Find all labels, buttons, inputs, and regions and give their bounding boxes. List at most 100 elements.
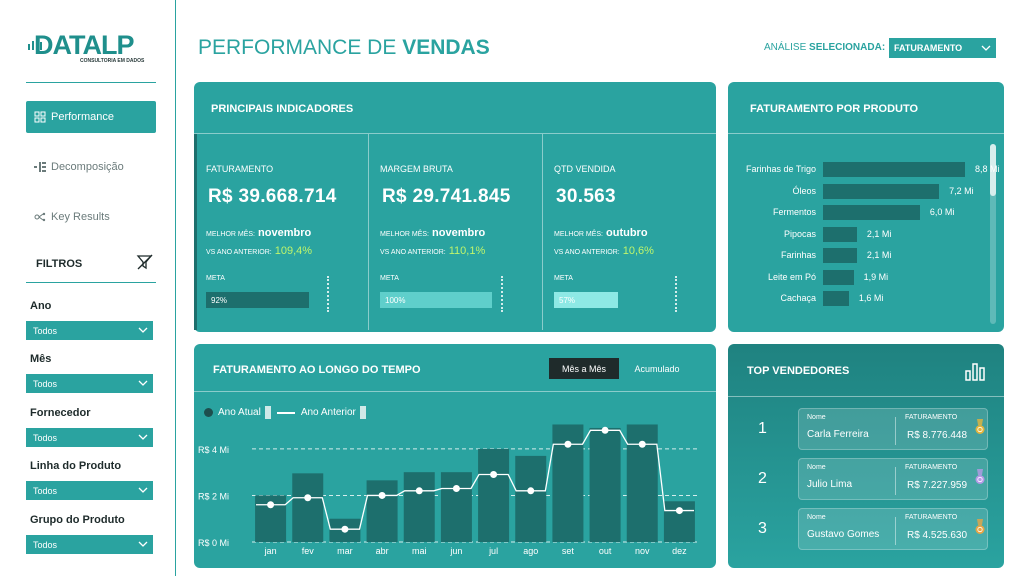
kpi-vs-label: VS ANO ANTERIOR: bbox=[380, 249, 446, 256]
kpi-value: R$ 29.741.845 bbox=[382, 186, 511, 207]
produto-row[interactable]: Óleos 7,2 Mi bbox=[728, 183, 998, 200]
bar-ano-atual[interactable] bbox=[478, 448, 510, 542]
x-tick-label: jul bbox=[488, 546, 498, 556]
produto-row[interactable]: Farinhas 2,1 Mi bbox=[728, 248, 998, 264]
toggle-acumulado[interactable]: Acumulado bbox=[634, 363, 680, 374]
seller-card[interactable]: Nome Carla Ferreira FATURAMENTO R$ 8.776.44… bbox=[798, 408, 988, 450]
bar-ano-atual[interactable] bbox=[440, 472, 472, 542]
key-results-icon bbox=[34, 212, 46, 222]
produto-row[interactable]: Pipocas 2,1 Mi bbox=[728, 226, 998, 243]
vendedores-panel: TOP VENDEDORES 1 Nome Carla Ferreira FATURA… bbox=[728, 344, 1004, 568]
nav-item-performance[interactable]: Performance bbox=[26, 101, 156, 133]
seller-name: Julio Lima bbox=[807, 479, 853, 490]
point-ano-anterior[interactable] bbox=[415, 487, 423, 495]
produto-bar bbox=[823, 226, 857, 242]
x-tick-label: jun bbox=[449, 546, 462, 556]
point-ano-anterior[interactable] bbox=[601, 426, 609, 434]
medal-icon bbox=[975, 519, 985, 534]
filter-select-ano[interactable]: Todos bbox=[26, 321, 153, 340]
point-ano-anterior[interactable] bbox=[490, 471, 498, 479]
filter-label-ano: Ano bbox=[30, 300, 52, 312]
meta-target-line bbox=[675, 276, 677, 312]
legend-line-icon bbox=[276, 411, 295, 414]
kpi-vs-label: VS ANO ANTERIOR: bbox=[554, 249, 620, 256]
point-ano-anterior[interactable] bbox=[267, 501, 275, 509]
filter-label-linha: Linha do Produto bbox=[30, 460, 122, 472]
kpi-best-label: MELHOR MÊS: bbox=[380, 231, 430, 238]
filter-value: Todos bbox=[33, 378, 58, 389]
kpi-value: R$ 39.668.714 bbox=[208, 186, 337, 207]
legend-square-icon bbox=[264, 406, 271, 419]
nav-item-decomposicao[interactable]: Decomposição bbox=[26, 151, 156, 183]
analysis-label-bold: SELECIONADA: bbox=[809, 42, 886, 53]
filter-value: Todos bbox=[33, 325, 58, 336]
x-tick-label: fev bbox=[302, 546, 315, 556]
kpi-vs-value: 10,6% bbox=[622, 245, 654, 257]
seller-card-divider bbox=[895, 517, 896, 545]
x-tick-label: nov bbox=[635, 546, 650, 556]
point-ano-anterior[interactable] bbox=[452, 484, 460, 492]
chevron-down-icon bbox=[138, 380, 148, 386]
clear-filter-icon[interactable] bbox=[136, 253, 154, 271]
produto-panel: FATURAMENTO POR PRODUTO Farinhas de Trig… bbox=[728, 82, 1004, 332]
point-ano-anterior[interactable] bbox=[638, 440, 646, 448]
seller-value: R$ 8.776.448 bbox=[907, 430, 968, 441]
seller-name-label: Nome bbox=[807, 414, 826, 421]
meta-progress-bar: 100% bbox=[380, 292, 492, 308]
bar-ano-atual[interactable] bbox=[366, 480, 398, 542]
produto-bar bbox=[823, 248, 857, 263]
point-ano-anterior[interactable] bbox=[304, 494, 312, 502]
kpi-best-value: novembro bbox=[258, 227, 312, 239]
produto-value: 1,9 Mi bbox=[863, 271, 889, 282]
x-tick-label: set bbox=[562, 546, 575, 556]
seller-name: Carla Ferreira bbox=[807, 429, 869, 440]
kpi-best-month: MELHOR MÊS: novembro bbox=[380, 227, 485, 239]
produto-row[interactable]: Farinhas de Trigo 8,8 Mi bbox=[728, 162, 1000, 178]
nav-label: Key Results bbox=[51, 211, 110, 223]
bar-ano-atual[interactable] bbox=[292, 473, 324, 542]
point-ano-anterior[interactable] bbox=[564, 440, 572, 448]
point-ano-anterior[interactable] bbox=[675, 507, 683, 515]
kpi-vs-value: 110,1% bbox=[448, 245, 486, 257]
nav-item-key-results[interactable]: Key Results bbox=[26, 201, 156, 233]
analysis-label: ANÁLISE SELECIONADA: bbox=[764, 42, 885, 53]
logo: DATALP CONSULTORIA EM DADOS bbox=[28, 30, 152, 70]
filter-select-grupo[interactable]: Todos bbox=[26, 535, 153, 554]
seller-name: Gustavo Gomes bbox=[807, 529, 880, 540]
kpi-meta-label: META bbox=[380, 275, 399, 282]
produto-row[interactable]: Leite em Pó 1,9 Mi bbox=[728, 269, 998, 286]
filter-label-mes: Mês bbox=[30, 353, 52, 365]
point-ano-anterior[interactable] bbox=[341, 525, 349, 533]
kpi-column: QTD VENDIDA 30.563 MELHOR MÊS: outubro VS AN… bbox=[542, 134, 716, 330]
point-ano-anterior[interactable] bbox=[527, 487, 535, 495]
produto-value: 1,6 Mi bbox=[858, 293, 884, 303]
bar-ano-atual[interactable] bbox=[515, 455, 547, 542]
bar-ano-atual[interactable] bbox=[589, 427, 621, 542]
filter-label-grupo: Grupo do Produto bbox=[30, 514, 125, 526]
tree-icon bbox=[34, 162, 46, 172]
filter-select-fornecedor[interactable]: Todos bbox=[26, 428, 153, 447]
bar-ano-atual[interactable] bbox=[403, 472, 435, 542]
legend-previous: Ano Anterior bbox=[300, 407, 356, 418]
page-title: PERFORMANCE DE VENDAS bbox=[198, 36, 490, 60]
seller-card[interactable]: Nome Julio Lima FATURAMENTO R$ 7.227.959 bbox=[798, 458, 988, 500]
produto-panel-title: FATURAMENTO POR PRODUTO bbox=[750, 103, 919, 115]
time-chart: R$ 0 Mi R$ 2 Mi R$ 4 Mi jan fev mar abr mai jun j… bbox=[198, 424, 698, 556]
kpi-value: 30.563 bbox=[556, 186, 616, 207]
analysis-select[interactable]: FATURAMENTO bbox=[889, 38, 996, 58]
kpi-vs-label: VS ANO ANTERIOR: bbox=[206, 249, 272, 256]
produto-label: Óleos bbox=[792, 185, 816, 196]
scrollbar[interactable] bbox=[990, 144, 996, 324]
filter-select-mes[interactable]: Todos bbox=[26, 374, 153, 393]
bar-chart-icon[interactable] bbox=[964, 360, 986, 382]
seller-card[interactable]: Nome Gustavo Gomes FATURAMENTO R$ 4.525.630 bbox=[798, 508, 988, 550]
scrollbar-thumb[interactable] bbox=[990, 144, 996, 196]
toggle-mes-a-mes[interactable]: Mês a Mês bbox=[549, 358, 619, 379]
tempo-panel-title: FATURAMENTO AO LONGO DO TEMPO bbox=[213, 364, 421, 376]
filter-select-linha[interactable]: Todos bbox=[26, 481, 153, 500]
produto-row[interactable]: Fermentos 6,0 Mi bbox=[728, 205, 998, 221]
point-ano-anterior[interactable] bbox=[378, 491, 386, 499]
x-tick-label: ago bbox=[523, 546, 538, 556]
seller-rank: 2 bbox=[758, 470, 767, 487]
produto-row[interactable]: Cachaça 1,6 Mi bbox=[728, 291, 998, 307]
